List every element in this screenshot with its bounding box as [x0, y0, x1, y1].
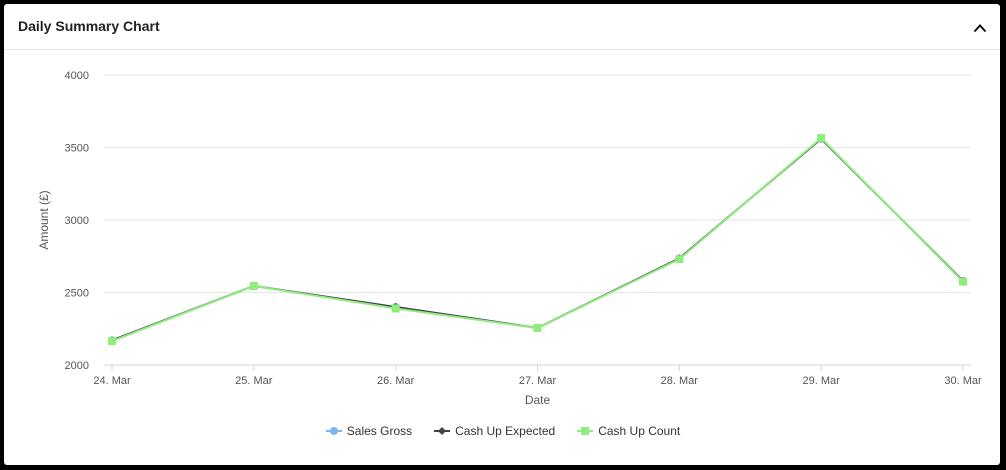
x-tick-label: 25. Mar	[235, 375, 273, 387]
legend-item[interactable]: Cash Up Count	[577, 424, 680, 438]
legend-label: Cash Up Count	[598, 424, 681, 438]
legend-symbol-icon	[577, 427, 594, 435]
series-cash-up-expected	[108, 134, 967, 345]
data-point[interactable]	[959, 277, 967, 286]
series-line	[111, 137, 964, 342]
data-point[interactable]	[817, 134, 826, 143]
x-tick-label: 27. Mar	[519, 375, 557, 387]
x-tick-label: 29. Mar	[803, 375, 841, 387]
data-point[interactable]	[249, 281, 258, 290]
y-tick-label: 3500	[65, 143, 89, 155]
collapse-button[interactable]	[968, 16, 992, 40]
chevron-up-icon	[973, 24, 987, 33]
y-tick-label: 2500	[65, 288, 89, 300]
y-tick-label: 3000	[65, 215, 89, 227]
y-axis-ticks: 2000 2500 3000 3500 4000	[65, 70, 89, 372]
x-axis-ticks: 24. Mar 25. Mar 26. Mar 27. Mar 28. Mar 29. M…	[93, 365, 982, 387]
x-axis-title: Date	[525, 393, 551, 407]
y-tick-label: 2000	[65, 360, 89, 372]
data-point[interactable]	[533, 324, 542, 333]
x-tick-label: 26. Mar	[377, 375, 415, 387]
data-point[interactable]	[108, 337, 116, 346]
series-line	[111, 137, 964, 343]
legend-item[interactable]: Sales Gross	[325, 424, 413, 438]
panel-header: Daily Summary Chart	[4, 4, 1000, 50]
data-point[interactable]	[391, 304, 400, 313]
series-lines	[108, 134, 967, 346]
chart-legend: Sales Gross Cash Up Expected Cash Up Count	[0, 424, 1006, 438]
y-axis-title: Amount (£)	[37, 190, 51, 249]
chart-panel: Daily Summary Chart	[4, 4, 1000, 465]
x-tick-label: 30. Mar	[944, 375, 982, 387]
legend-symbol-icon	[434, 427, 451, 435]
data-point[interactable]	[675, 255, 684, 264]
legend-item[interactable]: Cash Up Expected	[434, 424, 555, 438]
legend-label: Cash Up Expected	[455, 424, 556, 438]
x-tick-label: 28. Mar	[661, 375, 699, 387]
series-sales-gross	[108, 134, 967, 345]
series-line	[111, 137, 964, 342]
x-tick-label: 24. Mar	[93, 375, 131, 387]
line-chart: 2000 2500 3000 3500 4000 24. Mar 25. Mar 26. M…	[37, 70, 982, 407]
panel-title: Daily Summary Chart	[18, 18, 160, 34]
series-cash-up-count	[108, 134, 967, 346]
legend-symbol-icon	[325, 427, 342, 435]
legend-label: Sales Gross	[346, 424, 413, 438]
grid-lines	[104, 74, 971, 366]
y-tick-label: 4000	[65, 70, 89, 82]
